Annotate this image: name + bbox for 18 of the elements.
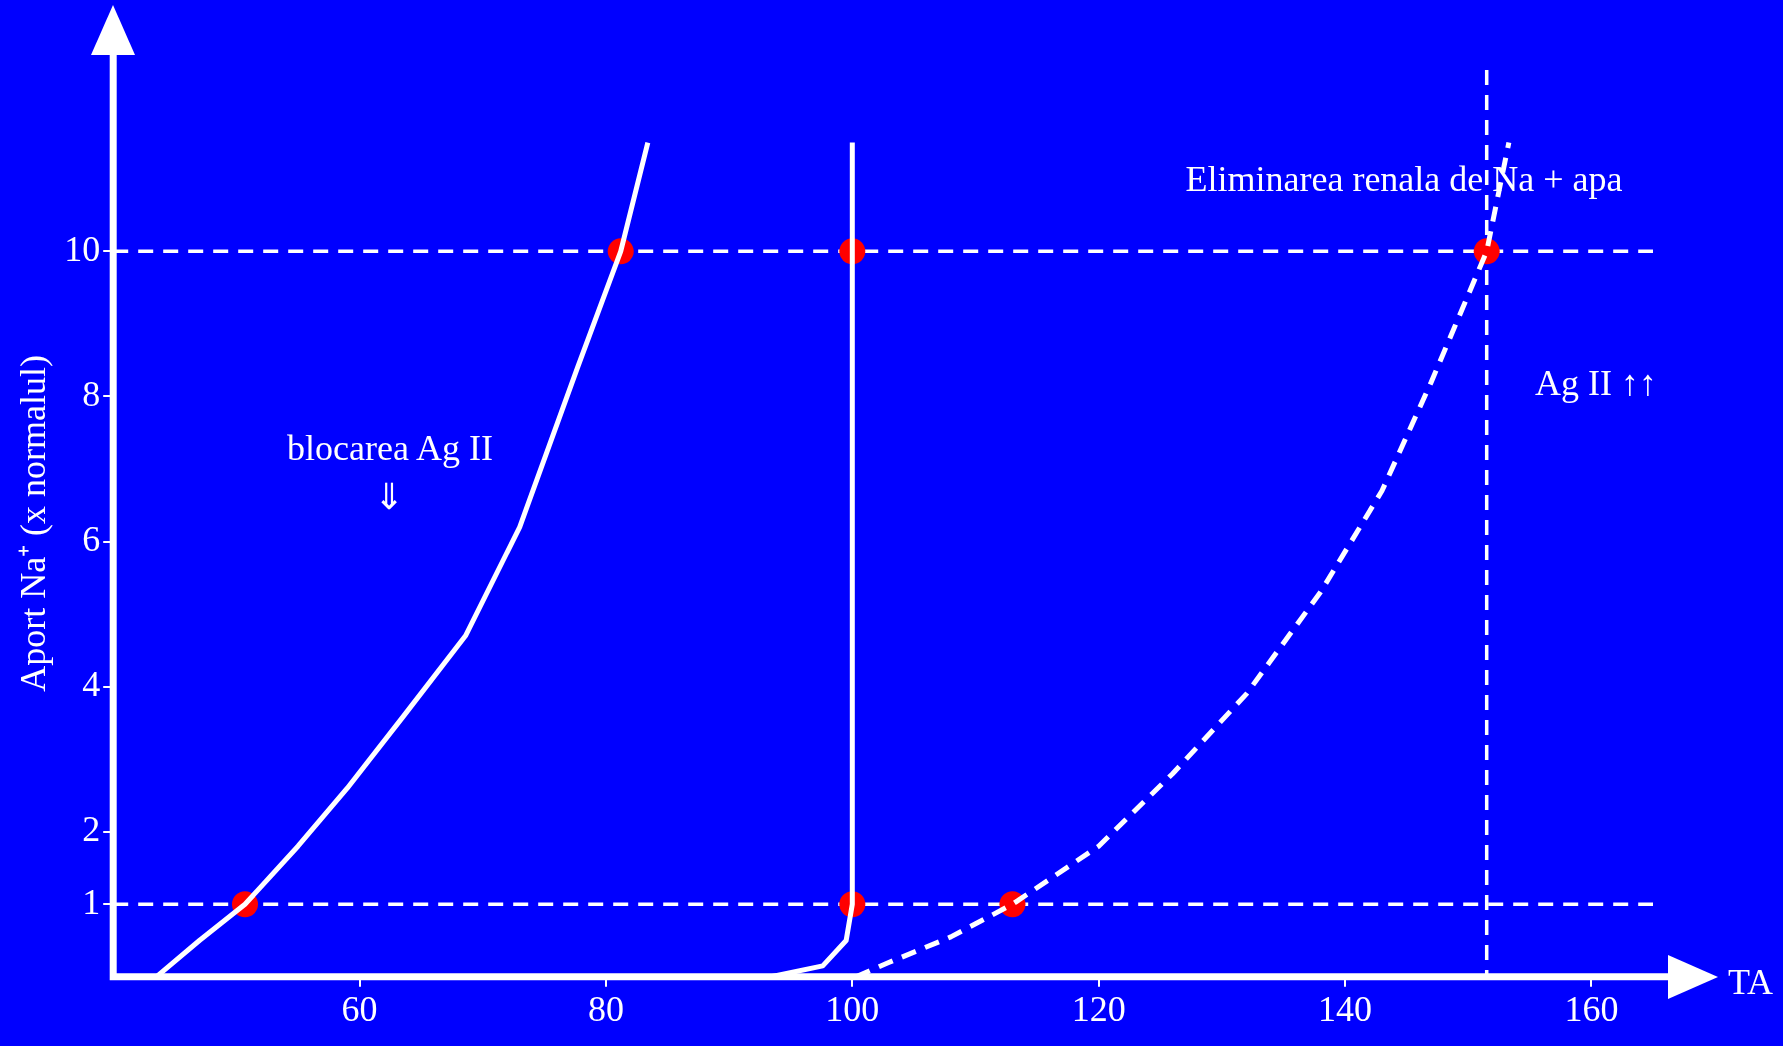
x-tick-label: 60 <box>341 988 378 1029</box>
y-tick-label: 2 <box>82 809 101 850</box>
y-tick-label: 8 <box>82 373 101 414</box>
x-tick-label: 80 <box>587 988 624 1029</box>
x-tick-label: 140 <box>1318 988 1373 1029</box>
x-tick-label: 100 <box>825 988 880 1029</box>
y-tick-label: 6 <box>82 518 101 559</box>
x-tick-label: 160 <box>1564 988 1619 1029</box>
x-tick-label: 120 <box>1071 988 1126 1029</box>
y-tick-label: 10 <box>64 228 101 269</box>
x-axis-title: TA <box>1728 962 1774 1003</box>
annotation: ⇓ <box>374 477 404 518</box>
annotation: blocarea Ag II <box>287 428 493 469</box>
y-axis-title: Aport Na⁺ (x normalul) <box>13 354 54 692</box>
annotation: Eliminarea renala de Na + apa <box>1185 159 1623 200</box>
y-tick-label: 1 <box>82 881 101 922</box>
annotation: Ag II ↑↑ <box>1535 363 1657 404</box>
y-tick-label: 4 <box>82 664 101 705</box>
